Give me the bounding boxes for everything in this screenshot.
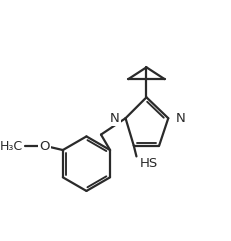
Text: O: O xyxy=(40,140,50,153)
Text: N: N xyxy=(176,112,185,125)
Text: HS: HS xyxy=(140,157,158,170)
Text: N: N xyxy=(109,112,119,125)
Text: H₃C: H₃C xyxy=(0,140,23,153)
